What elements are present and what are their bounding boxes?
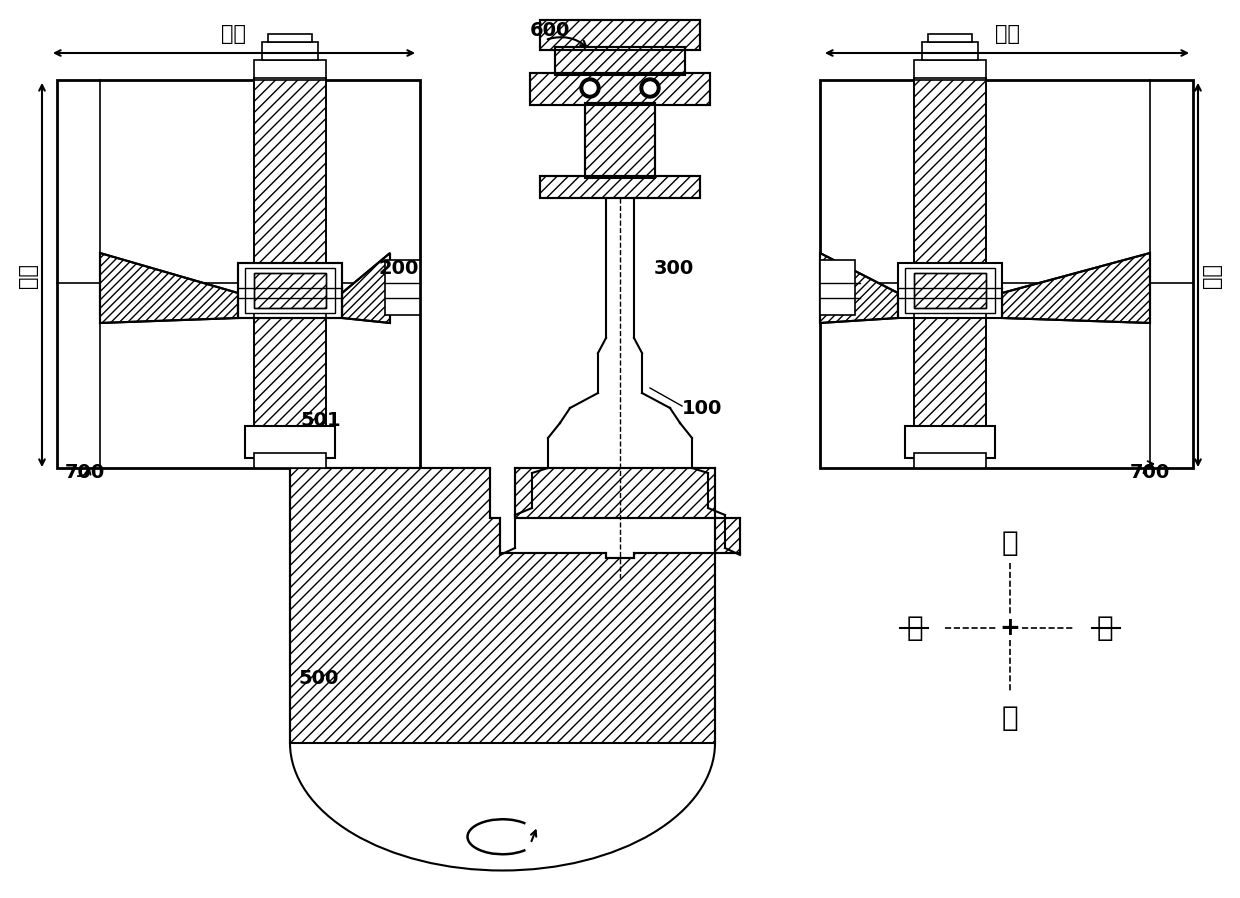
Text: 上: 上: [1002, 529, 1018, 557]
Bar: [905, 268, 994, 313]
Bar: [262, 42, 317, 60]
Text: 左: 左: [906, 614, 924, 642]
Bar: [914, 313, 986, 428]
Bar: [254, 78, 326, 278]
Bar: [914, 78, 986, 278]
Polygon shape: [290, 468, 606, 743]
Bar: [556, 47, 684, 75]
Text: 501: 501: [300, 410, 341, 429]
Circle shape: [580, 78, 600, 98]
Bar: [539, 20, 701, 50]
Text: 径向: 径向: [994, 24, 1019, 44]
Text: 700: 700: [1130, 463, 1171, 482]
Bar: [254, 60, 326, 80]
Bar: [384, 260, 420, 315]
Text: 下: 下: [1002, 704, 1018, 732]
Bar: [914, 313, 986, 428]
Bar: [268, 34, 312, 42]
Bar: [254, 78, 326, 278]
Bar: [820, 260, 856, 315]
Bar: [57, 80, 420, 468]
Bar: [928, 34, 972, 42]
Bar: [820, 80, 1193, 468]
Text: +: +: [999, 616, 1021, 640]
Bar: [529, 73, 711, 105]
Polygon shape: [515, 468, 740, 743]
Text: 轴向: 轴向: [1202, 262, 1221, 287]
Polygon shape: [100, 253, 238, 323]
Text: 300: 300: [653, 259, 694, 277]
Polygon shape: [342, 253, 391, 323]
Bar: [246, 268, 335, 313]
Bar: [254, 453, 326, 468]
Bar: [914, 78, 986, 278]
Bar: [585, 103, 655, 178]
Polygon shape: [290, 468, 740, 743]
Text: 100: 100: [682, 399, 723, 418]
Bar: [914, 273, 986, 308]
Text: 径向: 径向: [222, 24, 247, 44]
Polygon shape: [820, 253, 898, 323]
Bar: [898, 263, 1002, 318]
Text: 200: 200: [378, 259, 418, 277]
Bar: [539, 176, 701, 198]
Circle shape: [640, 78, 660, 98]
Bar: [238, 263, 342, 318]
Bar: [914, 453, 986, 468]
Bar: [585, 103, 655, 178]
Polygon shape: [1002, 253, 1149, 323]
Bar: [539, 20, 701, 50]
Bar: [254, 313, 326, 428]
Bar: [556, 47, 684, 75]
Circle shape: [584, 82, 596, 94]
Bar: [238, 263, 342, 318]
Bar: [254, 313, 326, 428]
Bar: [254, 273, 326, 308]
Bar: [539, 176, 701, 198]
Text: 轴向: 轴向: [19, 262, 38, 287]
Bar: [905, 426, 994, 458]
Bar: [246, 426, 335, 458]
Circle shape: [644, 82, 656, 94]
Text: 500: 500: [298, 668, 339, 688]
Bar: [254, 273, 326, 308]
Text: 700: 700: [64, 463, 105, 482]
Bar: [914, 60, 986, 80]
Bar: [529, 73, 711, 105]
Text: 右: 右: [1096, 614, 1114, 642]
Text: 600: 600: [529, 21, 570, 40]
Bar: [914, 273, 986, 308]
Bar: [923, 42, 978, 60]
